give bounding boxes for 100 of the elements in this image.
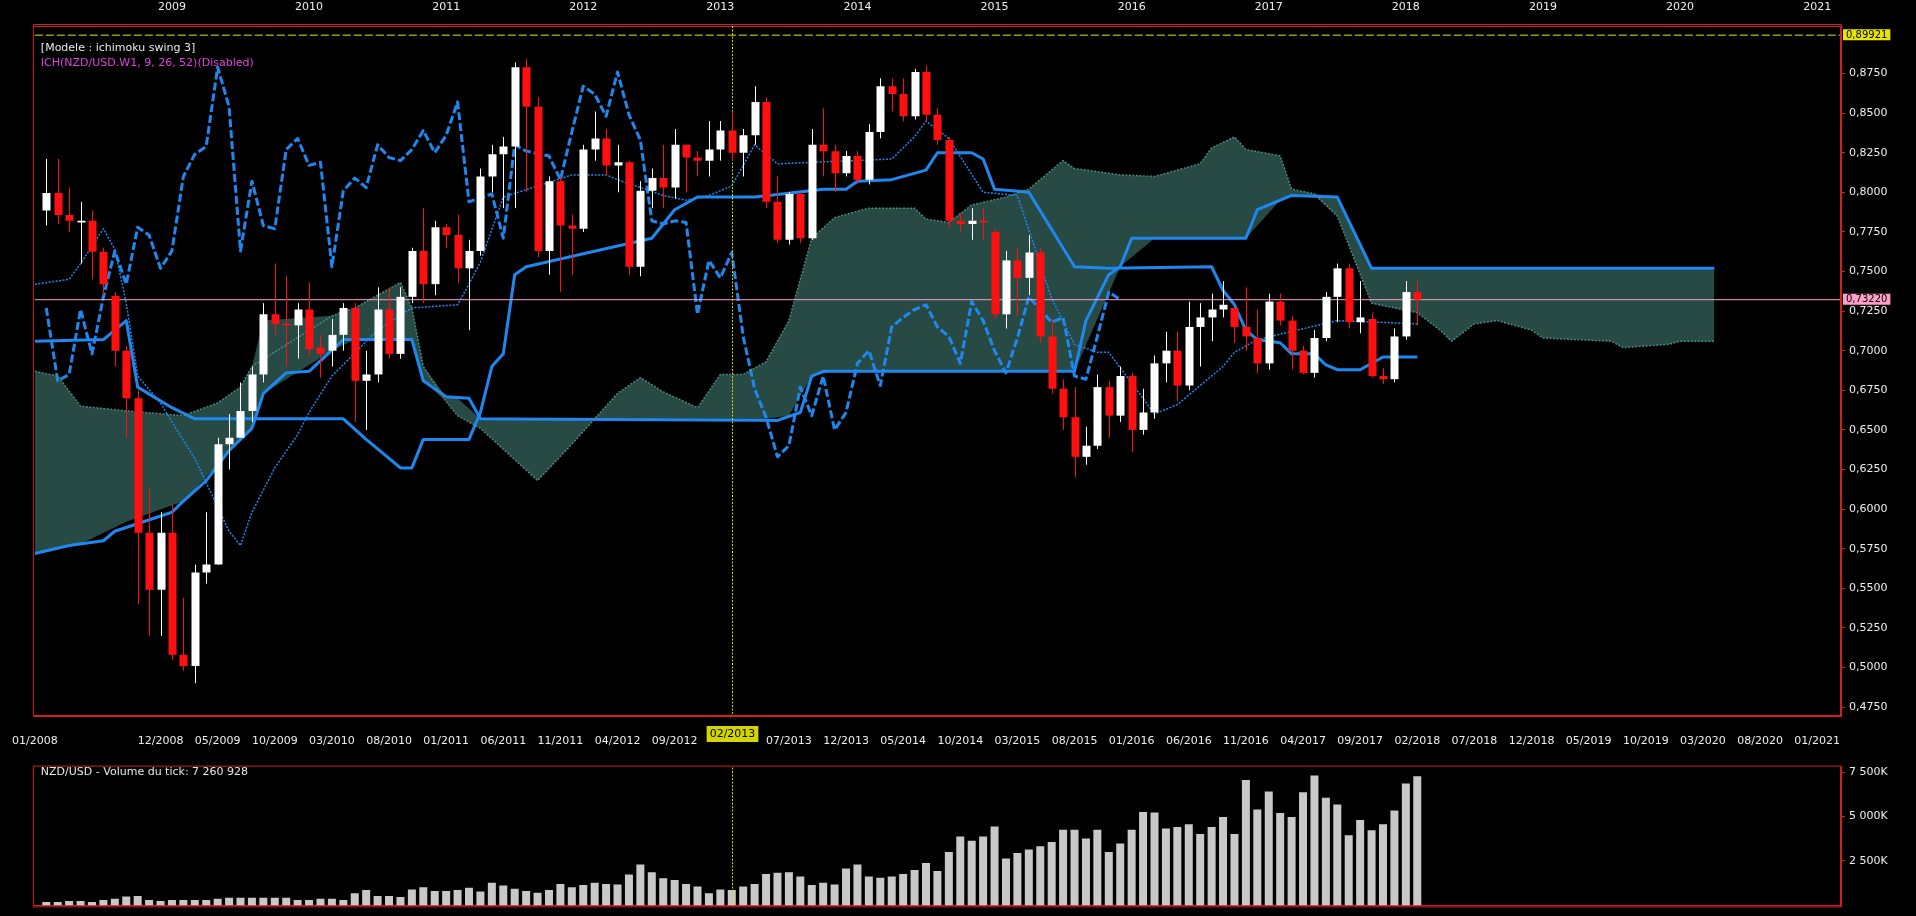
- y-tick-label: 2 500K: [1849, 853, 1889, 867]
- bar: [853, 864, 862, 906]
- bar: [110, 898, 119, 906]
- bar: [179, 899, 188, 906]
- bar: [956, 836, 965, 906]
- bar: [1401, 783, 1410, 906]
- bar: [1184, 824, 1193, 906]
- x-tick-label: 12/2018: [1508, 734, 1555, 748]
- bar: [476, 891, 485, 906]
- bar: [544, 889, 553, 906]
- y-tick-label: 7 500K: [1849, 764, 1889, 778]
- bar: [933, 871, 942, 906]
- bar: [145, 899, 154, 906]
- bar: [282, 897, 291, 906]
- x-tick-label: 01/2011: [423, 734, 469, 748]
- bar: [1356, 819, 1365, 906]
- bar: [430, 891, 439, 906]
- bar: [1093, 829, 1102, 906]
- y-tick-label: 0,6750: [1849, 383, 1888, 397]
- candlestick: [1299, 345, 1308, 375]
- x-tick-label: 10/2014: [937, 734, 984, 748]
- x-tick-label: 10/2019: [1622, 734, 1669, 748]
- bar: [1379, 824, 1387, 906]
- bar: [556, 883, 565, 906]
- bar: [579, 884, 588, 906]
- chart-title: NZD/USD - Volume du tick: 7 260 928: [40, 765, 249, 778]
- x-tick-label: 05/2014: [880, 734, 926, 748]
- bar: [213, 898, 222, 906]
- y-tick-label: 5 000K: [1849, 809, 1889, 823]
- y-tick-label: 0,7000: [1849, 343, 1888, 357]
- candlestick: [442, 223, 451, 249]
- x-tick-label: 01/2021: [1794, 734, 1840, 748]
- candlestick: [648, 168, 657, 209]
- bar: [133, 895, 142, 906]
- bar: [1161, 828, 1170, 906]
- bar: [225, 897, 234, 906]
- candlestick: [705, 120, 714, 177]
- candlestick: [716, 120, 725, 162]
- x2-tick-label: 2019: [1528, 0, 1557, 14]
- x-tick-label: 01/2016: [1108, 734, 1155, 748]
- x-tick-label: 12/2008: [137, 734, 184, 748]
- y-tick-label: 0,8500: [1849, 105, 1888, 119]
- bar: [899, 873, 908, 906]
- bar: [682, 883, 691, 906]
- x-tick-label: 11/2016: [1223, 734, 1269, 748]
- bar: [499, 885, 508, 906]
- x2-tick-label: 2013: [706, 0, 735, 14]
- y-tick-label: 0,8000: [1849, 185, 1888, 199]
- bar: [1241, 780, 1250, 906]
- bar: [99, 899, 108, 906]
- candlestick: [54, 158, 63, 225]
- bar: [1081, 838, 1090, 906]
- bar: [784, 872, 793, 906]
- bar: [396, 897, 405, 906]
- bar: [693, 886, 702, 906]
- line-series: [34, 136, 1716, 482]
- bar: [1150, 812, 1159, 906]
- candlestick: [328, 318, 337, 368]
- bar: [864, 876, 873, 906]
- y-tick-label: 0,6500: [1849, 422, 1888, 436]
- y-tick-label: 0,6000: [1849, 501, 1888, 515]
- bar: [1264, 791, 1273, 906]
- bar: [1276, 813, 1285, 906]
- bar: [1047, 841, 1056, 906]
- bar: [727, 889, 736, 906]
- y-tick-label: 0,6250: [1849, 462, 1888, 476]
- bar: [922, 862, 930, 906]
- candlestick: [1139, 388, 1148, 436]
- x-tick-label: 09/2017: [1337, 734, 1383, 748]
- bar: [122, 896, 131, 906]
- y-tick-label: 0,7250: [1849, 303, 1888, 317]
- x-tick-label: 08/2020: [1737, 734, 1783, 748]
- x-tick-label: 03/2015: [994, 734, 1041, 748]
- bar: [305, 899, 314, 906]
- candlestick: [842, 150, 851, 177]
- candlestick: [659, 144, 668, 209]
- x-tick-label: 08/2010: [366, 734, 412, 748]
- candlestick: [968, 207, 977, 241]
- x2-tick-label: 2020: [1666, 0, 1695, 14]
- bar: [465, 887, 473, 906]
- bar: [202, 899, 211, 906]
- bar: [830, 884, 839, 906]
- bar: [419, 887, 428, 906]
- candlestick: [853, 150, 862, 185]
- candlestick: [1356, 280, 1365, 334]
- bar: [293, 899, 302, 906]
- bar: [1287, 817, 1296, 906]
- x2-tick-label: 2015: [980, 0, 1009, 14]
- x2-tick-label: 2011: [432, 0, 461, 14]
- bar: [910, 870, 919, 906]
- x-tick-label: 03/2020: [1680, 734, 1726, 748]
- bar: [316, 898, 325, 906]
- bar: [659, 878, 668, 906]
- y-tick-label: 0,8750: [1849, 66, 1888, 80]
- bar: [739, 886, 748, 906]
- bar: [1059, 829, 1068, 906]
- candlestick: [1276, 293, 1285, 326]
- bar: [522, 891, 531, 906]
- bar: [1333, 804, 1342, 906]
- bar: [1036, 846, 1045, 906]
